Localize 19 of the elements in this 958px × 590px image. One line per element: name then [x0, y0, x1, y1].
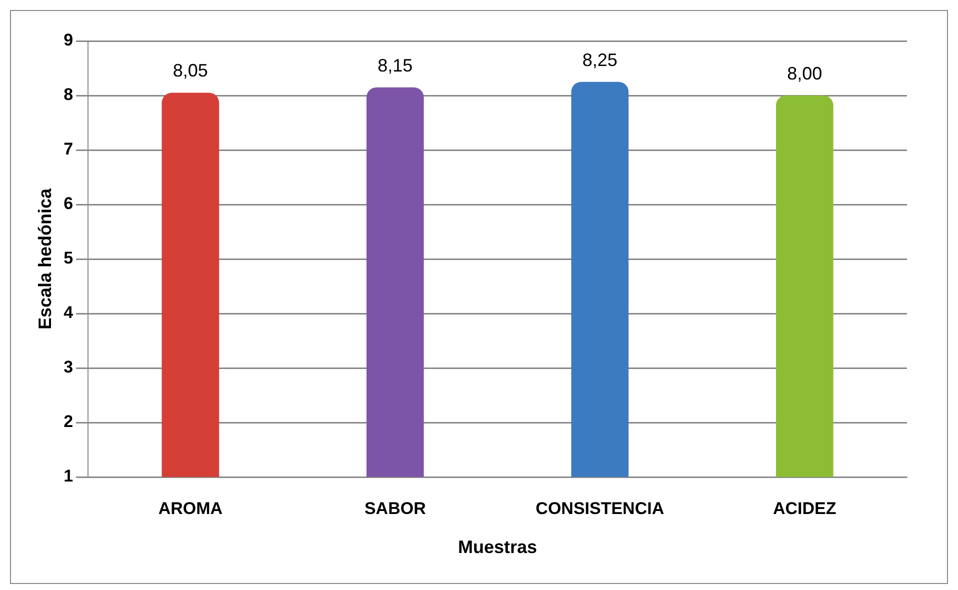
y-tick-label: 7 [64, 140, 74, 159]
x-axis-title: Muestras [458, 537, 538, 558]
data-label: 8,15 [378, 55, 413, 76]
x-tick-label: AROMA [158, 498, 223, 518]
y-tick-label: 5 [64, 248, 74, 268]
y-tick-label: 4 [64, 303, 74, 322]
x-tick-label: SABOR [364, 498, 426, 518]
y-axis-title: Escala hedónica [34, 187, 55, 330]
data-label: 8,25 [582, 50, 618, 70]
y-tick-label: 2 [64, 412, 74, 432]
x-tick-label: ACIDEZ [772, 498, 836, 518]
x-tick-label: CONSISTENCIA [536, 498, 664, 518]
y-tick-label: 1 [64, 466, 74, 486]
y-tick-label: 9 [64, 30, 74, 50]
data-label: 8,00 [787, 63, 822, 84]
data-label: 8,05 [172, 60, 208, 81]
y-tick-label: 8 [64, 85, 74, 104]
y-tick-label: 3 [64, 358, 74, 377]
y-tick-label: 6 [64, 194, 74, 214]
